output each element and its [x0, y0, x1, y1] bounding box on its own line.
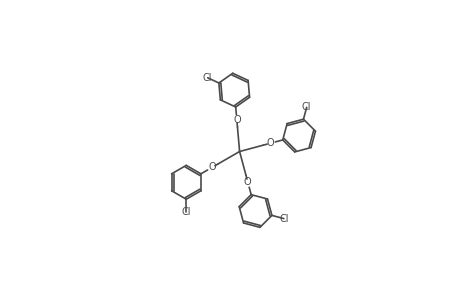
- Text: O: O: [208, 162, 216, 172]
- Text: O: O: [233, 115, 240, 125]
- Text: Cl: Cl: [279, 214, 288, 224]
- Text: Cl: Cl: [181, 207, 190, 217]
- Text: O: O: [243, 177, 251, 187]
- Text: Cl: Cl: [301, 102, 311, 112]
- Text: Cl: Cl: [202, 73, 212, 83]
- Text: O: O: [266, 138, 273, 148]
